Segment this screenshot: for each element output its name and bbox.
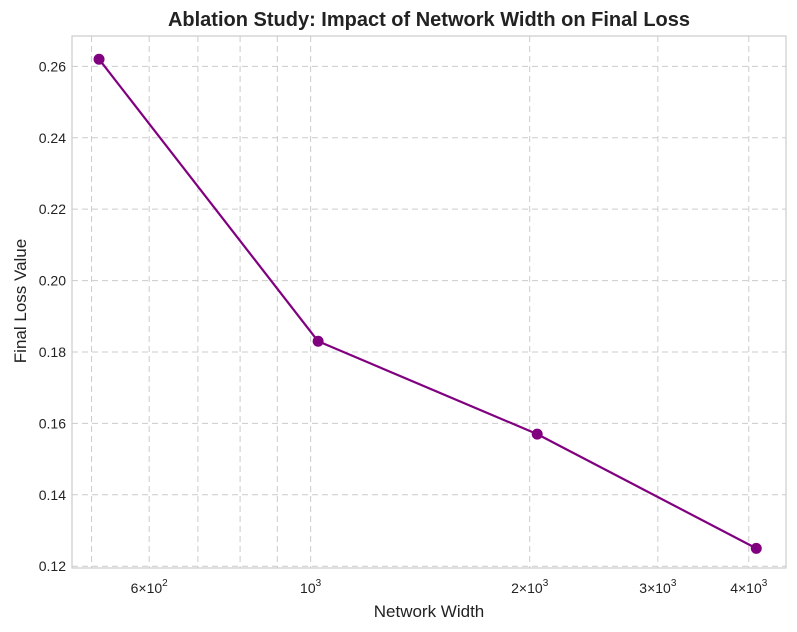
- data-point: [750, 542, 762, 554]
- x-minor-tick-label: 2×103: [511, 578, 549, 596]
- y-axis-label: Final Loss Value: [11, 239, 30, 363]
- data-point: [312, 335, 324, 347]
- chart-title: Ablation Study: Impact of Network Width …: [168, 9, 690, 31]
- series-layer: [93, 53, 762, 554]
- y-tick-label: 0.18: [39, 344, 66, 360]
- x-minor-tick-label: 4×103: [730, 578, 768, 596]
- x-axis-label: Network Width: [374, 602, 485, 621]
- data-point: [93, 53, 105, 65]
- x-tick-label: 103: [300, 578, 322, 596]
- grid-layer: [72, 36, 786, 568]
- data-point: [531, 428, 543, 440]
- y-tick-label: 0.12: [39, 558, 66, 574]
- y-tick-label: 0.22: [39, 201, 66, 217]
- y-tick-label: 0.26: [39, 58, 66, 74]
- y-tick-label: 0.16: [39, 415, 66, 431]
- x-minor-tick-label: 6×102: [131, 578, 169, 596]
- plot-frame: [71, 35, 787, 569]
- y-tick-label: 0.14: [39, 487, 66, 503]
- y-tick-label: 0.24: [39, 130, 66, 146]
- tick-layer: 0.12 0.14 0.16 0.18 0.20 0.22 0.24 0.26 103 6×102…: [39, 58, 768, 596]
- y-tick-label: 0.20: [39, 273, 66, 289]
- x-minor-tick-label: 3×103: [639, 578, 677, 596]
- series-line: [98, 58, 757, 550]
